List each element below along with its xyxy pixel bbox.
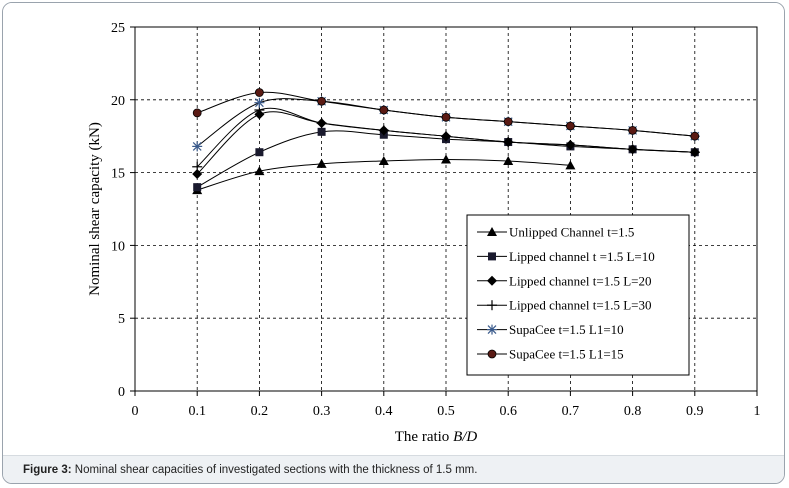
x-tick-label: 0.2 [251, 404, 269, 419]
series-6-point [628, 125, 637, 135]
series-6-point [317, 96, 327, 106]
series-6-point [503, 117, 513, 127]
x-tick-label: 1 [754, 404, 761, 419]
x-tick-label: 0.4 [375, 404, 393, 419]
series-4-point [441, 131, 451, 142]
y-tick-label: 25 [111, 21, 125, 36]
series-1-point [378, 155, 389, 165]
legend-marker [487, 349, 497, 359]
series-6-point [690, 131, 700, 141]
series-6-point [192, 108, 202, 118]
legend-label: SupaCee t=1.5 L1=10 [509, 322, 624, 337]
series-4-point [192, 161, 203, 172]
legend-marker [488, 252, 496, 261]
y-tick-label: 5 [118, 312, 125, 327]
figure-caption: Figure 3: Nominal shear capacities of in… [3, 455, 784, 483]
series-5-point [192, 141, 203, 152]
caption-label: Figure 3: [23, 464, 72, 476]
series-5-point [254, 97, 265, 108]
series-4-point [565, 139, 576, 150]
x-tick-label: 0.9 [686, 404, 704, 419]
series-1-point [316, 158, 327, 168]
legend-label: Lipped channel t =1.5 L=10 [509, 249, 655, 264]
legend-label: Lipped channel t=1.5 L=30 [509, 298, 651, 313]
legend-label: Unlipped Channel t=1.5 [509, 225, 634, 240]
series-2-point [317, 127, 326, 136]
series-6-point [441, 112, 451, 122]
x-tick-label: 0.6 [499, 404, 517, 419]
line-chart: 0 0.1 0.2 0.3 0.4 0.5 0.6 0.7 0.8 0.9 10510152025T… [87, 21, 761, 445]
series-6-point [566, 121, 575, 131]
series-2-point [255, 148, 264, 157]
x-tick-label: 0.3 [313, 404, 331, 419]
plot-area: 0 0.1 0.2 0.3 0.4 0.5 0.6 0.7 0.8 0.9 1 0 5 10 15 20 25 T… [3, 3, 784, 455]
series-1-point [254, 166, 265, 176]
caption-text: Nominal shear capacities of investigated… [71, 464, 478, 476]
series-1-point [565, 160, 576, 170]
x-tick-label: 0.5 [437, 404, 455, 419]
y-tick-label: 0 [118, 385, 125, 400]
legend-marker [487, 300, 497, 311]
legend-label: SupaCee t=1.5 L1=15 [509, 347, 624, 362]
series-4-point [689, 147, 700, 158]
x-tick-label: 0 [132, 404, 139, 419]
series-6-point [379, 105, 389, 115]
series-4-point [316, 118, 327, 129]
y-tick-label: 15 [111, 167, 125, 182]
x-tick-label: 0.7 [562, 404, 580, 419]
legend-marker [487, 227, 497, 236]
series-4-point [627, 144, 638, 155]
series-4-point [378, 125, 389, 136]
x-tick-label: 0.1 [188, 404, 206, 419]
legend-marker [487, 275, 497, 286]
x-axis-title: The ratio B/D [395, 429, 478, 445]
y-tick-label: 10 [111, 239, 125, 254]
series-1-point [503, 155, 514, 165]
x-tick-label: 0.8 [624, 404, 642, 419]
series-2-point [193, 183, 202, 192]
y-tick-label: 20 [111, 94, 125, 109]
legend-marker [487, 324, 497, 335]
series-1-point [441, 154, 451, 164]
y-axis-title: Nominal shear capacity (kN) [87, 122, 103, 296]
series-4-point [503, 137, 514, 148]
series-6-point [254, 88, 264, 97]
legend-label: Lipped channel t=1.5 L=20 [509, 273, 651, 288]
series-3-point [192, 169, 203, 180]
legend-box [466, 214, 690, 376]
